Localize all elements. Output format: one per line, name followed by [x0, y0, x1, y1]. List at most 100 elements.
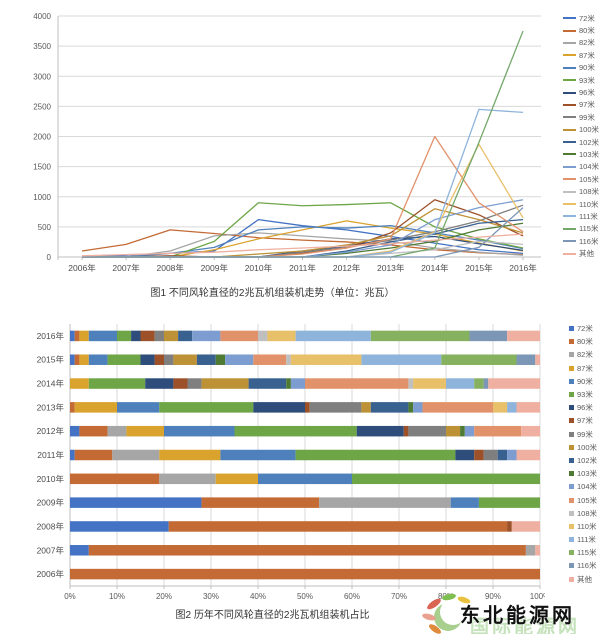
- legend-label: 108米: [576, 508, 597, 518]
- svg-text:2000: 2000: [33, 133, 51, 142]
- line-chart-legend: 72米 80米 82米 87米 90米 93米 96米 97米 99米 100米 102米 103米 1…: [562, 12, 599, 260]
- legend-marker: [562, 252, 576, 255]
- bar-segment-2015年-110米: [290, 354, 362, 365]
- site-watermark: 国际能源网 东北能源网: [422, 592, 598, 634]
- bar-segment-2016年-90米: [88, 330, 117, 342]
- bar-segment-2014年-108米: [408, 378, 414, 389]
- article-chart-image: 0 500 1000 1500 2000 2500 3000 3500 4000 2006年 200…: [0, 4, 600, 634]
- legend-label: 116米: [578, 236, 599, 246]
- bar-segment-2012年-82米: [107, 425, 127, 437]
- bar-segment-2014年-115米: [474, 378, 484, 389]
- bar-segment-2016年-111米: [295, 330, 371, 342]
- legend-label: 108米: [578, 187, 599, 197]
- legend-item: 103米: [568, 467, 597, 480]
- legend-marker: [568, 457, 574, 463]
- legend-label: 80米: [576, 337, 593, 347]
- legend-item: 104米: [562, 161, 599, 173]
- series-line-90米: [82, 225, 524, 258]
- legend-label: 100米: [576, 442, 597, 452]
- bar-segment-2013年-87米: [74, 402, 117, 413]
- svg-text:2008年: 2008年: [37, 521, 65, 531]
- legend-item: 97米: [568, 414, 597, 427]
- legend-marker: [568, 576, 574, 582]
- legend-marker: [562, 91, 576, 94]
- svg-text:3500: 3500: [33, 42, 51, 51]
- legend-label: 90米: [576, 376, 593, 386]
- bar-segment-2007年-82米: [525, 545, 536, 556]
- bar-segment-2016年-72米: [70, 330, 75, 342]
- legend-marker: [568, 471, 574, 477]
- legend-label: 103米: [576, 469, 597, 479]
- legend-marker: [562, 128, 576, 131]
- svg-text:2007年: 2007年: [112, 263, 140, 273]
- bar-segment-2016年-105米: [220, 330, 258, 342]
- legend-marker: [562, 240, 576, 243]
- bar-segment-2015年-90米: [88, 354, 108, 365]
- legend-label: 96米: [576, 403, 593, 413]
- bar-segment-2015年-80米: [74, 354, 80, 365]
- watermark-logo-icon: [422, 593, 471, 634]
- legend-label: 115米: [578, 224, 599, 234]
- bar-segment-2014年-87米: [70, 378, 89, 389]
- bar-segment-2011年-97米: [474, 449, 484, 461]
- series-line-111米: [82, 108, 524, 258]
- legend-item: 87米: [568, 362, 597, 375]
- legend-label: 105米: [578, 174, 599, 184]
- legend-item: 111米: [568, 533, 597, 546]
- legend-marker: [568, 510, 574, 516]
- bar-segment-2011年-93米: [295, 449, 456, 461]
- legend-item: 104米: [568, 480, 597, 493]
- svg-text:70%: 70%: [391, 592, 407, 601]
- bar-segment-2016年-80米: [74, 330, 80, 342]
- legend-label: 93米: [578, 75, 595, 85]
- svg-text:2010年: 2010年: [245, 263, 273, 273]
- bar-segment-2015年-115米: [441, 354, 517, 365]
- bar-segment-2012年-72米: [70, 425, 80, 437]
- bar-segment-2014年-102米: [248, 378, 287, 389]
- figure2-stacked-bar-chart: 0%10%20%30%40%50%60%70%80%90%100%2016年20…: [0, 318, 600, 621]
- bar-segment-2011年-82米: [112, 449, 160, 461]
- svg-text:2009年: 2009年: [37, 498, 65, 508]
- legend-marker: [562, 116, 576, 119]
- legend-label: 104米: [576, 482, 597, 492]
- stacked-bar-legend: 72米 80米 82米 87米 90米 93米 96米 97米 99米 100米 102米 103米 1…: [568, 322, 597, 586]
- bar-segment-2010年-90米: [258, 473, 352, 485]
- svg-text:500: 500: [38, 223, 52, 232]
- bar-segment-2016年-116米: [469, 330, 508, 342]
- bar-segment-2016年-96米: [131, 330, 141, 342]
- bar-segment-2012年-97米: [403, 425, 409, 437]
- series-line-80米: [81, 229, 524, 256]
- legend-item: 103米: [562, 148, 599, 160]
- bar-segment-2015年-103米: [215, 354, 226, 365]
- bar-segment-2012年-80米: [79, 425, 108, 437]
- legend-marker: [568, 339, 574, 345]
- legend-label: 104米: [578, 162, 599, 172]
- bar-segment-2015年-87米: [79, 354, 89, 365]
- bar-segment-2008年-80米: [168, 521, 508, 532]
- bar-segment-2012年-87米: [126, 425, 164, 437]
- legend-marker: [568, 523, 574, 529]
- bar-segment-2012年-103米: [460, 425, 465, 437]
- bar-segment-2008年-97米: [507, 521, 512, 532]
- legend-item: 72米: [568, 322, 597, 335]
- bar-segment-2012年-90米: [164, 425, 235, 437]
- legend-label: 82米: [578, 38, 595, 48]
- legend-marker: [562, 17, 576, 20]
- line-chart-plot: 0 500 1000 1500 2000 2500 3000 3500 4000 2006年 200…: [33, 12, 541, 273]
- legend-label: 96米: [578, 88, 595, 98]
- bar-segment-2013年-105米: [422, 402, 493, 413]
- legend-label: 72米: [578, 13, 595, 23]
- bar-segment-2009年-93米: [478, 497, 540, 508]
- legend-marker: [562, 66, 576, 69]
- bar-segment-2011年-72米: [70, 449, 75, 461]
- legend-label: 111米: [576, 535, 596, 545]
- legend-label: 102米: [578, 137, 599, 147]
- svg-text:0%: 0%: [64, 592, 76, 601]
- bar-segment-2011年-其他: [516, 449, 540, 461]
- legend-item: 105米: [562, 173, 599, 185]
- svg-text:2007年: 2007年: [37, 545, 65, 555]
- bar-segment-2016年-其他: [507, 330, 540, 342]
- bar-segment-2007年-其他: [535, 545, 540, 556]
- bar-segment-2007年-80米: [88, 545, 526, 556]
- legend-label: 87米: [576, 363, 593, 373]
